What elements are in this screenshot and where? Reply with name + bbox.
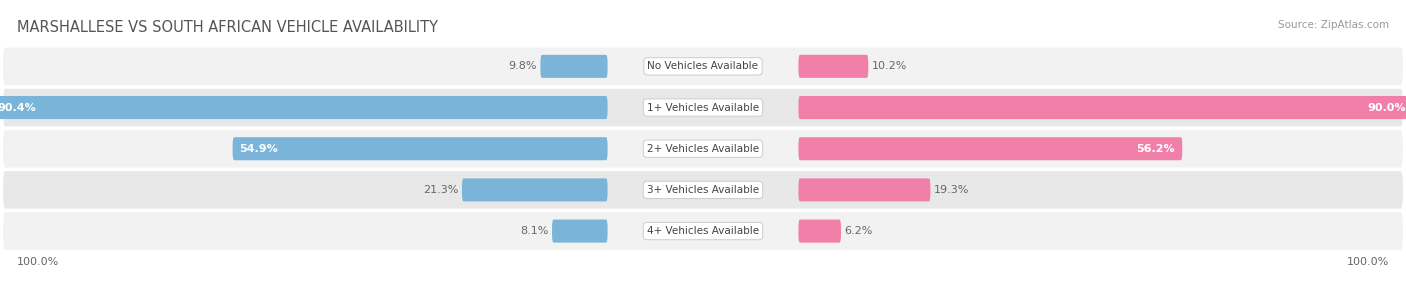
Text: 54.9%: 54.9% xyxy=(239,144,278,154)
FancyBboxPatch shape xyxy=(1,211,1405,251)
Text: 3+ Vehicles Available: 3+ Vehicles Available xyxy=(647,185,759,195)
Text: 21.3%: 21.3% xyxy=(423,185,458,195)
Text: 56.2%: 56.2% xyxy=(1136,144,1175,154)
FancyBboxPatch shape xyxy=(540,55,607,78)
Text: 90.4%: 90.4% xyxy=(0,103,37,112)
FancyBboxPatch shape xyxy=(799,55,869,78)
Text: 2+ Vehicles Available: 2+ Vehicles Available xyxy=(647,144,759,154)
FancyBboxPatch shape xyxy=(232,137,607,160)
Text: 19.3%: 19.3% xyxy=(934,185,969,195)
Text: 10.2%: 10.2% xyxy=(872,61,907,71)
Text: 90.0%: 90.0% xyxy=(1368,103,1406,112)
Text: 100.0%: 100.0% xyxy=(1347,257,1389,267)
FancyBboxPatch shape xyxy=(1,170,1405,210)
Text: 9.8%: 9.8% xyxy=(509,61,537,71)
Text: 100.0%: 100.0% xyxy=(17,257,59,267)
Text: 4+ Vehicles Available: 4+ Vehicles Available xyxy=(647,226,759,236)
Text: Source: ZipAtlas.com: Source: ZipAtlas.com xyxy=(1278,20,1389,30)
FancyBboxPatch shape xyxy=(799,137,1182,160)
Text: 1+ Vehicles Available: 1+ Vehicles Available xyxy=(647,103,759,112)
FancyBboxPatch shape xyxy=(1,87,1405,128)
Text: MARSHALLESE VS SOUTH AFRICAN VEHICLE AVAILABILITY: MARSHALLESE VS SOUTH AFRICAN VEHICLE AVA… xyxy=(17,20,437,35)
Text: 6.2%: 6.2% xyxy=(844,226,873,236)
Text: No Vehicles Available: No Vehicles Available xyxy=(648,61,758,71)
FancyBboxPatch shape xyxy=(799,96,1406,119)
FancyBboxPatch shape xyxy=(799,220,841,243)
FancyBboxPatch shape xyxy=(1,128,1405,169)
FancyBboxPatch shape xyxy=(463,178,607,201)
FancyBboxPatch shape xyxy=(553,220,607,243)
FancyBboxPatch shape xyxy=(0,96,607,119)
FancyBboxPatch shape xyxy=(799,178,931,201)
FancyBboxPatch shape xyxy=(1,46,1405,87)
Text: 8.1%: 8.1% xyxy=(520,226,548,236)
